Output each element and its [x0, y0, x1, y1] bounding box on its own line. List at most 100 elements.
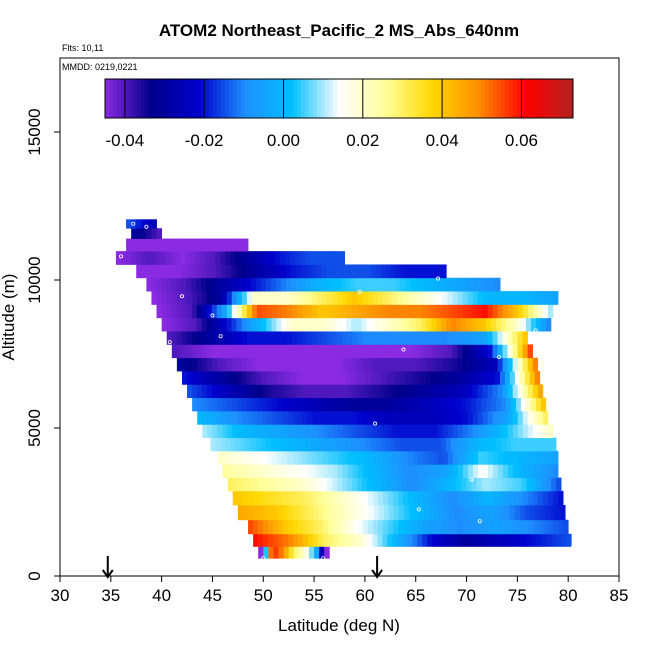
heatmap-cell: [246, 397, 253, 412]
colorbar-step: [453, 79, 458, 118]
heatmap-cell: [425, 277, 431, 292]
colorbar-step: [525, 79, 530, 118]
heatmap-cell: [226, 291, 233, 305]
heatmap-cell: [383, 504, 390, 521]
heatmap-cell: [558, 490, 564, 506]
heatmap-cell: [287, 464, 294, 478]
heatmap-cell: [392, 424, 399, 439]
heatmap-cell: [221, 304, 228, 319]
heatmap-cell: [141, 264, 147, 279]
heatmap-cell: [453, 519, 459, 535]
heatmap-cell: [452, 344, 458, 359]
heatmap-cell: [437, 344, 443, 359]
heatmap-cell: [517, 344, 523, 359]
heatmap-cell: [191, 264, 197, 279]
heatmap-cell: [317, 304, 323, 319]
heatmap-cell: [278, 546, 284, 559]
heatmap-cell: [370, 371, 377, 385]
heatmap-cell: [362, 490, 369, 506]
heatmap-cell: [352, 344, 358, 359]
latitude-arrow-head: [371, 569, 383, 579]
heatmap-cell: [299, 251, 306, 265]
heatmap-cell: [236, 291, 243, 305]
heatmap-cell: [312, 424, 318, 439]
x-axis-label: Latitude (deg N): [278, 616, 400, 635]
heatmap-cell: [442, 357, 448, 372]
heatmap-cell: [241, 304, 248, 319]
heatmap-cell: [377, 357, 383, 372]
heatmap-cell: [470, 437, 477, 452]
heatmap-cell: [397, 384, 403, 399]
heatmap-cell: [171, 238, 178, 252]
heatmap-cell: [466, 533, 473, 547]
heatmap-cell: [297, 384, 303, 399]
x-tick-label: 65: [406, 586, 425, 605]
heatmap-cell: [457, 357, 463, 372]
colorbar-step: [553, 79, 558, 118]
x-tick-label: 55: [305, 586, 324, 605]
colorbar-step: [569, 79, 574, 118]
colorbar-step: [485, 79, 490, 118]
heatmap-cell: [367, 291, 373, 305]
heatmap-cell: [377, 464, 384, 478]
colorbar-step: [209, 79, 214, 118]
heatmap-cell: [402, 384, 408, 399]
heatmap-cell: [457, 304, 464, 319]
heatmap-cell: [515, 437, 522, 452]
heatmap-cell: [246, 264, 252, 279]
heatmap-cell: [166, 238, 173, 252]
heatmap-cell: [412, 533, 418, 547]
heatmap-cell: [487, 344, 493, 359]
sample-marker: [416, 507, 421, 512]
heatmap-cell: [301, 371, 307, 385]
heatmap-cell: [477, 291, 484, 305]
heatmap-cell: [447, 357, 453, 372]
heatmap-cell: [302, 424, 308, 439]
heatmap-cell: [455, 437, 462, 452]
colorbar-step: [181, 79, 186, 118]
heatmap-cell: [317, 450, 324, 465]
heatmap-cell: [472, 344, 478, 359]
heatmap-cell: [282, 533, 289, 547]
heatmap-cell: [216, 304, 223, 319]
heatmap-cell: [335, 277, 342, 292]
heatmap-cell: [236, 277, 242, 292]
heatmap-cell: [373, 504, 380, 521]
heatmap-cell: [231, 277, 237, 292]
heatmap-cell: [487, 450, 494, 465]
heatmap-cell: [161, 304, 167, 319]
heatmap-cell: [268, 546, 274, 559]
heatmap-cell: [492, 304, 499, 319]
colorbar-step: [113, 79, 118, 118]
heatmap-cell: [472, 424, 479, 439]
heatmap-cell: [263, 533, 269, 547]
heatmap-cell: [327, 344, 333, 359]
colorbar-step: [521, 79, 526, 118]
heatmap-cell: [501, 477, 507, 492]
heatmap-cell: [313, 519, 319, 535]
heatmap-cell: [289, 251, 296, 265]
heatmap-cell: [425, 371, 431, 385]
heatmap-cell: [477, 344, 483, 359]
heatmap-cell: [321, 397, 328, 412]
heatmap-cell: [347, 304, 353, 319]
heatmap-cell: [256, 371, 262, 385]
heatmap-cell: [281, 397, 288, 412]
heatmap-cell: [482, 424, 489, 439]
heatmap-cell: [272, 384, 278, 399]
heatmap-cell: [297, 344, 303, 359]
heatmap-cell: [287, 410, 293, 425]
heatmap-cell: [231, 371, 238, 385]
heatmap-cell: [307, 490, 314, 506]
heatmap-cell: [136, 264, 142, 279]
heatmap-cell: [501, 317, 507, 332]
heatmap-cell: [537, 384, 544, 399]
heatmap-cell: [507, 331, 513, 345]
heatmap-cell: [345, 277, 352, 292]
heatmap-cell: [401, 397, 407, 412]
heatmap-cell: [512, 304, 519, 319]
heatmap-cell: [282, 490, 289, 506]
heatmap-cell: [215, 437, 221, 452]
heatmap-cell: [430, 277, 436, 292]
heatmap-cell: [482, 357, 488, 372]
